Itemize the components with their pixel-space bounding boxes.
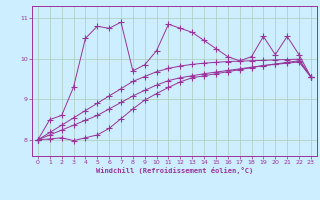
X-axis label: Windchill (Refroidissement éolien,°C): Windchill (Refroidissement éolien,°C) [96,167,253,174]
